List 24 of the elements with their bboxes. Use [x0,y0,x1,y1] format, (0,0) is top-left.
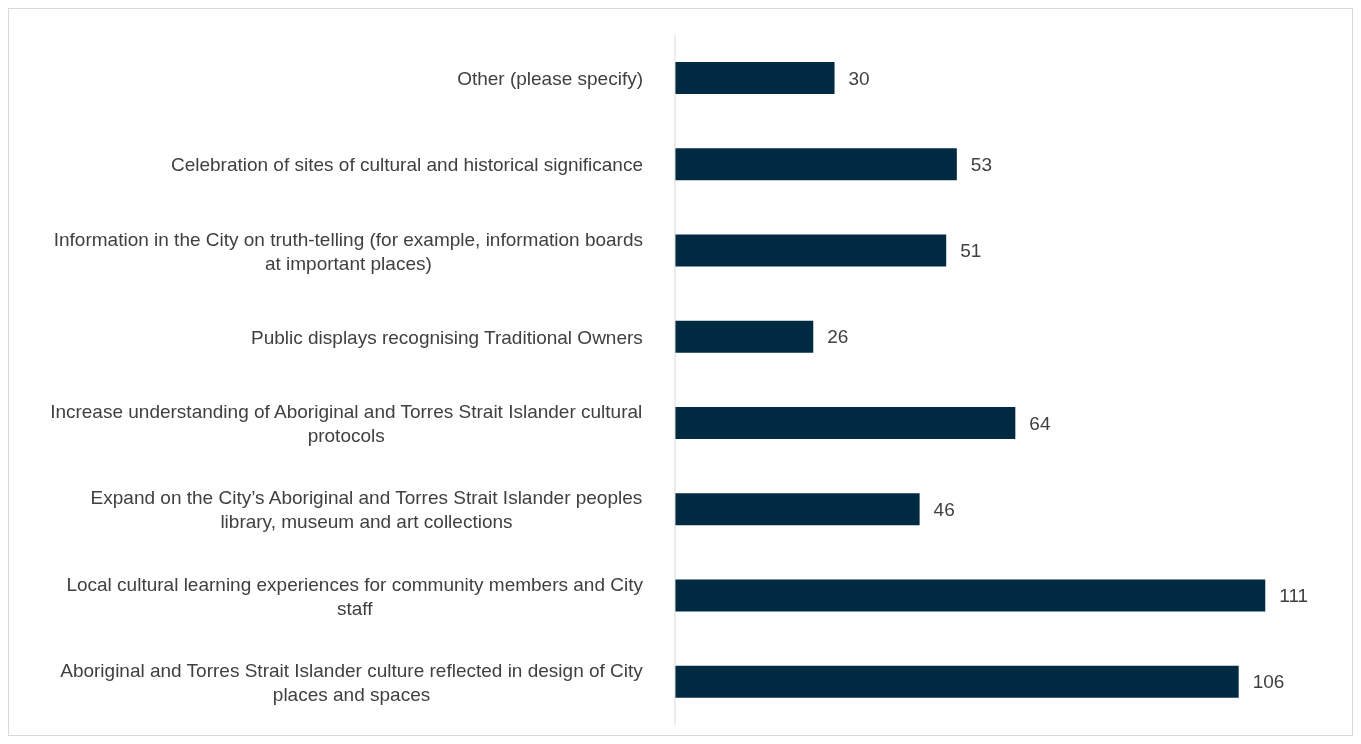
y-tick-label: Expand on the City’s Aboriginal and Torres Strait Islander peoples library, museum and art collections [90,486,643,532]
data-label: 46 [933,498,955,520]
y-tick-label: Aboriginal and Torres Strait Islander culture reflected in design of City places and spaces [60,659,644,705]
data-label: 111 [1279,585,1309,607]
data-label: 51 [960,240,982,262]
data-label: 53 [970,153,992,175]
data-label: 26 [827,326,849,348]
y-tick-label: Celebration of sites of cultural and historical significance [170,153,643,175]
y-tick-label: Increase understanding of Aboriginal and Torres Strait Islander cultural protocols [50,400,643,446]
data-label: 30 [848,67,870,89]
bar [675,665,1239,698]
data-label: 64 [1029,412,1051,434]
data-label: 106 [1252,671,1285,693]
y-tick-label: Local cultural learning experiences for community members and City staff [66,573,644,619]
bar [675,62,835,94]
bar [675,234,947,267]
bar [675,320,814,353]
bar [675,579,1266,612]
bar [675,148,957,181]
y-tick-label: Public displays recognising Traditional Owners [251,326,643,348]
y-tick-label: Other (please specify) [457,67,643,89]
bar [675,407,1016,439]
y-tick-label: Information in the City on truth-telling (for example, information boards at important places) [53,228,643,274]
bar [675,493,920,526]
